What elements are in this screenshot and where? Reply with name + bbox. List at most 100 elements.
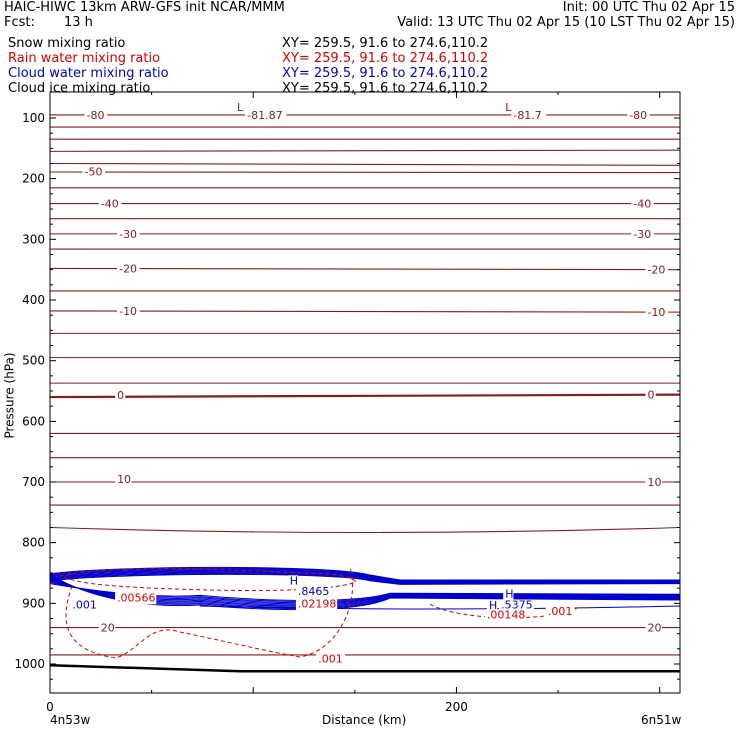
isotherm-label-bg — [115, 390, 126, 403]
isotherm-label-bg — [645, 622, 662, 635]
rain-water-label: .00566 — [117, 591, 156, 604]
y-tick-label: 500 — [22, 354, 45, 368]
y-tick-label: 400 — [22, 293, 45, 307]
isotherm-label-bg — [98, 198, 122, 211]
isotherm-line — [49, 171, 681, 174]
isotherm-label: -50 — [85, 165, 103, 178]
cloud-water-label: .5375 — [501, 599, 532, 612]
isotherm-label-bg — [98, 622, 116, 635]
x-end-location: 6n51w — [641, 713, 682, 727]
y-tick-label: 600 — [22, 414, 45, 428]
isotherm-label: -40 — [633, 198, 651, 211]
valid-time: Valid: 13 UTC Thu 02 Apr 15 (10 LST Thu … — [397, 15, 735, 30]
isotherm-label: 0 — [117, 389, 124, 402]
legend-field-name: Cloud water mixing ratio — [8, 66, 169, 81]
cloud-water-contour — [49, 572, 681, 584]
high-marker: H — [505, 588, 513, 601]
low-marker: L — [237, 101, 244, 114]
isotherm-label: -80 — [87, 109, 105, 122]
isotherm-label: -40 — [101, 198, 119, 211]
rain-water-label-bg — [316, 653, 346, 666]
isotherm-label: -10 — [119, 305, 137, 318]
isotherm-label-bg — [645, 477, 662, 489]
isotherm-label: 10 — [647, 476, 661, 489]
isotherm-label-bg — [511, 109, 547, 122]
y-tick-label: 900 — [22, 596, 45, 610]
isotherm-label: -81.87 — [247, 109, 282, 122]
cloud-water-label: .8465 — [298, 585, 330, 598]
isotherm-label-bg — [627, 109, 650, 122]
isotherm-label-bg — [117, 263, 140, 276]
x-tick-label: 0 — [46, 700, 54, 714]
isotherm-label-bg — [631, 198, 654, 211]
high-marker-bg — [503, 588, 514, 601]
isotherm-line — [49, 310, 681, 313]
y-tick-label: 100 — [22, 111, 45, 125]
temperature-isotherms — [49, 114, 681, 673]
isotherm-label-bg — [82, 166, 106, 179]
isotherm-label: -30 — [119, 228, 137, 241]
isotherm-label: 20 — [647, 622, 661, 635]
high-marker: H — [489, 599, 497, 612]
rain-water-label: .001 — [318, 653, 343, 666]
rain-water-contour — [65, 567, 354, 659]
x-tick-label: 200 — [445, 700, 468, 714]
legend-field-name: Rain water mixing ratio — [8, 51, 161, 66]
isotherm-label: -20 — [119, 262, 137, 275]
isotherm-label: -30 — [633, 228, 651, 241]
x-axis-label: Distance (km) — [322, 713, 407, 727]
cloud-water-label-bg — [499, 599, 535, 612]
isotherm-line — [49, 526, 681, 534]
isotherm-label: 0 — [647, 389, 654, 402]
low-marker-bg — [234, 102, 246, 115]
cloud-water-label-bg — [295, 586, 331, 599]
y-axis-label: Pressure (hPa) — [2, 352, 17, 439]
isotherm-label: -81.7 — [513, 109, 541, 122]
y-tick-label: 200 — [22, 172, 45, 186]
cloud-water-contour — [49, 571, 681, 584]
isotherm-label-bg — [245, 109, 287, 122]
plot-frame — [49, 91, 681, 694]
rain-water-label-bg — [545, 606, 575, 619]
forecast-hour: 13 h — [64, 15, 93, 30]
isotherm-label: -10 — [647, 306, 665, 319]
high-marker: H — [290, 574, 298, 587]
isotherm-line — [49, 393, 681, 399]
contour-labels: -80 -81.87 -81.7 -80 -50 -40 -40 -30 -30 -20 -20 -1… — [70, 101, 669, 666]
isotherm-line — [49, 267, 681, 271]
isotherm-label-bg — [84, 109, 108, 122]
init-time: Init: 00 UTC Thu 02 Apr 15 — [562, 0, 735, 15]
isotherm-label-bg — [645, 389, 656, 402]
isotherm-label: -80 — [629, 109, 647, 122]
cloud-water-contour — [49, 566, 680, 581]
rain-water-label: .00148 — [487, 608, 526, 621]
cloud-water-contour — [49, 583, 681, 601]
rain-water-label: .001 — [548, 605, 573, 618]
isotherm-label-bg — [117, 305, 140, 318]
low-marker-bg — [503, 102, 514, 115]
high-marker-bg — [486, 600, 498, 613]
y-tick-label: 1000 — [14, 657, 45, 671]
y-tick-label: 300 — [22, 232, 45, 246]
high-marker-bg — [287, 575, 299, 588]
legend-field-name: Snow mixing ratio — [8, 36, 126, 51]
surface-line — [49, 663, 680, 673]
isotherm-line — [49, 149, 681, 152]
cloud-water-contour — [49, 573, 681, 585]
isotherm-label: 20 — [101, 622, 115, 635]
rain-water-label: .02198 — [298, 597, 337, 610]
isotherm-label-bg — [115, 473, 132, 486]
isotherm-label-bg — [631, 228, 654, 241]
low-marker: L — [505, 101, 512, 114]
y-tick-label: 700 — [22, 475, 45, 489]
isotherm-label-bg — [117, 228, 140, 241]
legend-field-xy: XY= 259.5, 91.6 to 274.6,110.2 — [282, 36, 489, 51]
rain-water-label-bg — [115, 592, 157, 605]
cloud-water-label: .001 — [72, 599, 97, 612]
chart-title: HAIC-HIWC 13km ARW-GFS init NCAR/MMM — [4, 0, 285, 15]
y-tick-label: 800 — [22, 536, 45, 550]
isotherm-line — [49, 162, 681, 166]
legend-field-xy: XY= 259.5, 91.6 to 274.6,110.2 — [282, 51, 489, 66]
cloud-water-contour — [49, 570, 681, 583]
